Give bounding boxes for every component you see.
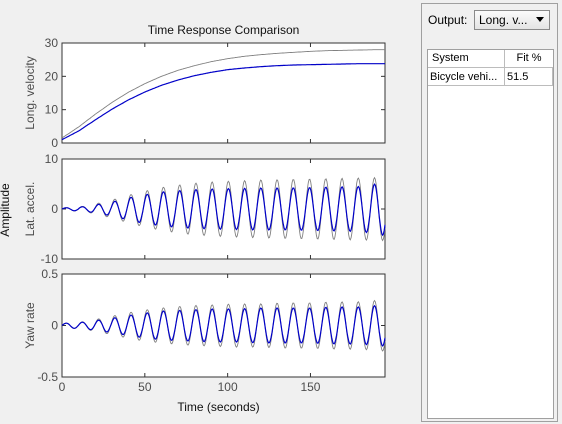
y-axis-label-0: Long. velocity [23,56,37,129]
y-tick-label-0: 10 [45,103,59,117]
system-name-cell[interactable]: Bicycle vehi... [428,68,505,86]
shared-y-axis-label: Amplitude [0,183,12,237]
fit-table: System Fit % Bicycle vehi... 51.5 [427,49,554,419]
series-line-0-0 [61,49,385,139]
output-panel: Output: Long. v... System Fit % Bicycle … [421,3,558,422]
series-line-1-1 [61,183,386,237]
table-row[interactable]: Bicycle vehi... 51.5 [428,68,553,86]
y-axis-label-1: Lat. accel. [23,182,37,237]
subplot-1-axes [61,158,386,260]
chart-title: Time Response Comparison [148,23,300,37]
x-tick-label: 150 [300,380,320,394]
subplot-2-axes [61,273,386,378]
column-header-fit[interactable]: Fit % [516,52,542,64]
column-header-system[interactable]: System [428,50,505,67]
output-dropdown[interactable]: Long. v... [474,10,550,30]
x-tick-label: 100 [218,380,238,394]
x-tick-label: 50 [138,380,152,394]
fit-table-header: System Fit % [428,50,553,68]
x-tick-label: 0 [59,380,66,394]
y-tick-label-0: 0 [51,136,58,150]
output-label: Output: [428,13,468,27]
y-axis-label-2: Yaw rate [23,302,37,349]
x-axis-label: Time (seconds) [177,400,259,414]
output-dropdown-value: Long. v... [479,13,528,27]
fit-value-cell[interactable]: 51.5 [505,68,553,86]
y-tick-label-0: 20 [45,69,59,83]
subplot-0-axes [61,42,386,144]
y-tick-label-1: -10 [41,252,59,266]
y-tick-label-2: 0 [51,319,58,333]
chevron-down-icon [536,17,544,22]
time-response-plot: Time Response Comparison Amplitude 0 10 20 30… [0,23,386,414]
y-tick-label-1: 0 [51,202,58,216]
chart-svg: Time Response Comparison Amplitude 0 10 20 30… [0,23,386,414]
y-tick-label-0: 30 [45,36,59,50]
series-line-0-1 [61,63,385,141]
series-line-2-1 [61,304,386,347]
y-tick-label-2: 0.5 [41,267,58,281]
y-tick-label-2: -0.5 [37,370,58,384]
y-tick-label-1: 10 [45,152,59,166]
